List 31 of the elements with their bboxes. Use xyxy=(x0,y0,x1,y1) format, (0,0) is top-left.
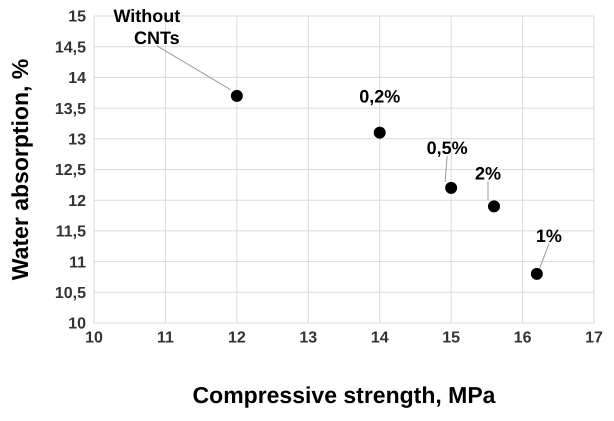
annotation: 1% xyxy=(536,226,562,246)
y-tick-label: 11 xyxy=(69,254,86,272)
x-tick-label: 17 xyxy=(585,329,603,346)
annotation: Without CNTs xyxy=(113,6,180,48)
annotation: 2% xyxy=(474,163,502,184)
point xyxy=(530,268,543,280)
point xyxy=(445,182,458,194)
y-tick-label: 15 xyxy=(68,8,86,26)
x-axis-title: Compressive strength, MPa xyxy=(192,382,496,408)
point xyxy=(488,200,500,212)
x-tick-label: 11 xyxy=(156,329,174,346)
x-tick-label: 12 xyxy=(228,329,246,346)
y-axis-title: Water absorption, % xyxy=(7,58,34,280)
y-tick-label: 13 xyxy=(68,131,86,148)
y-tick-label: 14,5 xyxy=(54,39,86,56)
y-tick-label: 13,5 xyxy=(54,100,86,118)
y-tick-label: 10,5 xyxy=(54,284,86,302)
x-tick-label: 13 xyxy=(299,329,318,346)
y-tick-label: 10 xyxy=(68,316,86,333)
y-tick-label: 12,5 xyxy=(54,162,86,180)
point xyxy=(230,90,243,102)
annotation: 0,5% xyxy=(426,138,468,158)
x-tick-label: 10 xyxy=(85,329,103,346)
annotation: 0,2% xyxy=(359,86,400,107)
x-tick-label: 14 xyxy=(370,329,389,346)
y-tick-label: 11,5 xyxy=(56,224,86,241)
x-tick-label: 16 xyxy=(514,329,532,346)
point xyxy=(374,126,386,139)
x-tick-label: 15 xyxy=(442,329,460,346)
y-tick-label: 12 xyxy=(68,192,86,210)
y-tick-label: 14 xyxy=(68,70,86,88)
